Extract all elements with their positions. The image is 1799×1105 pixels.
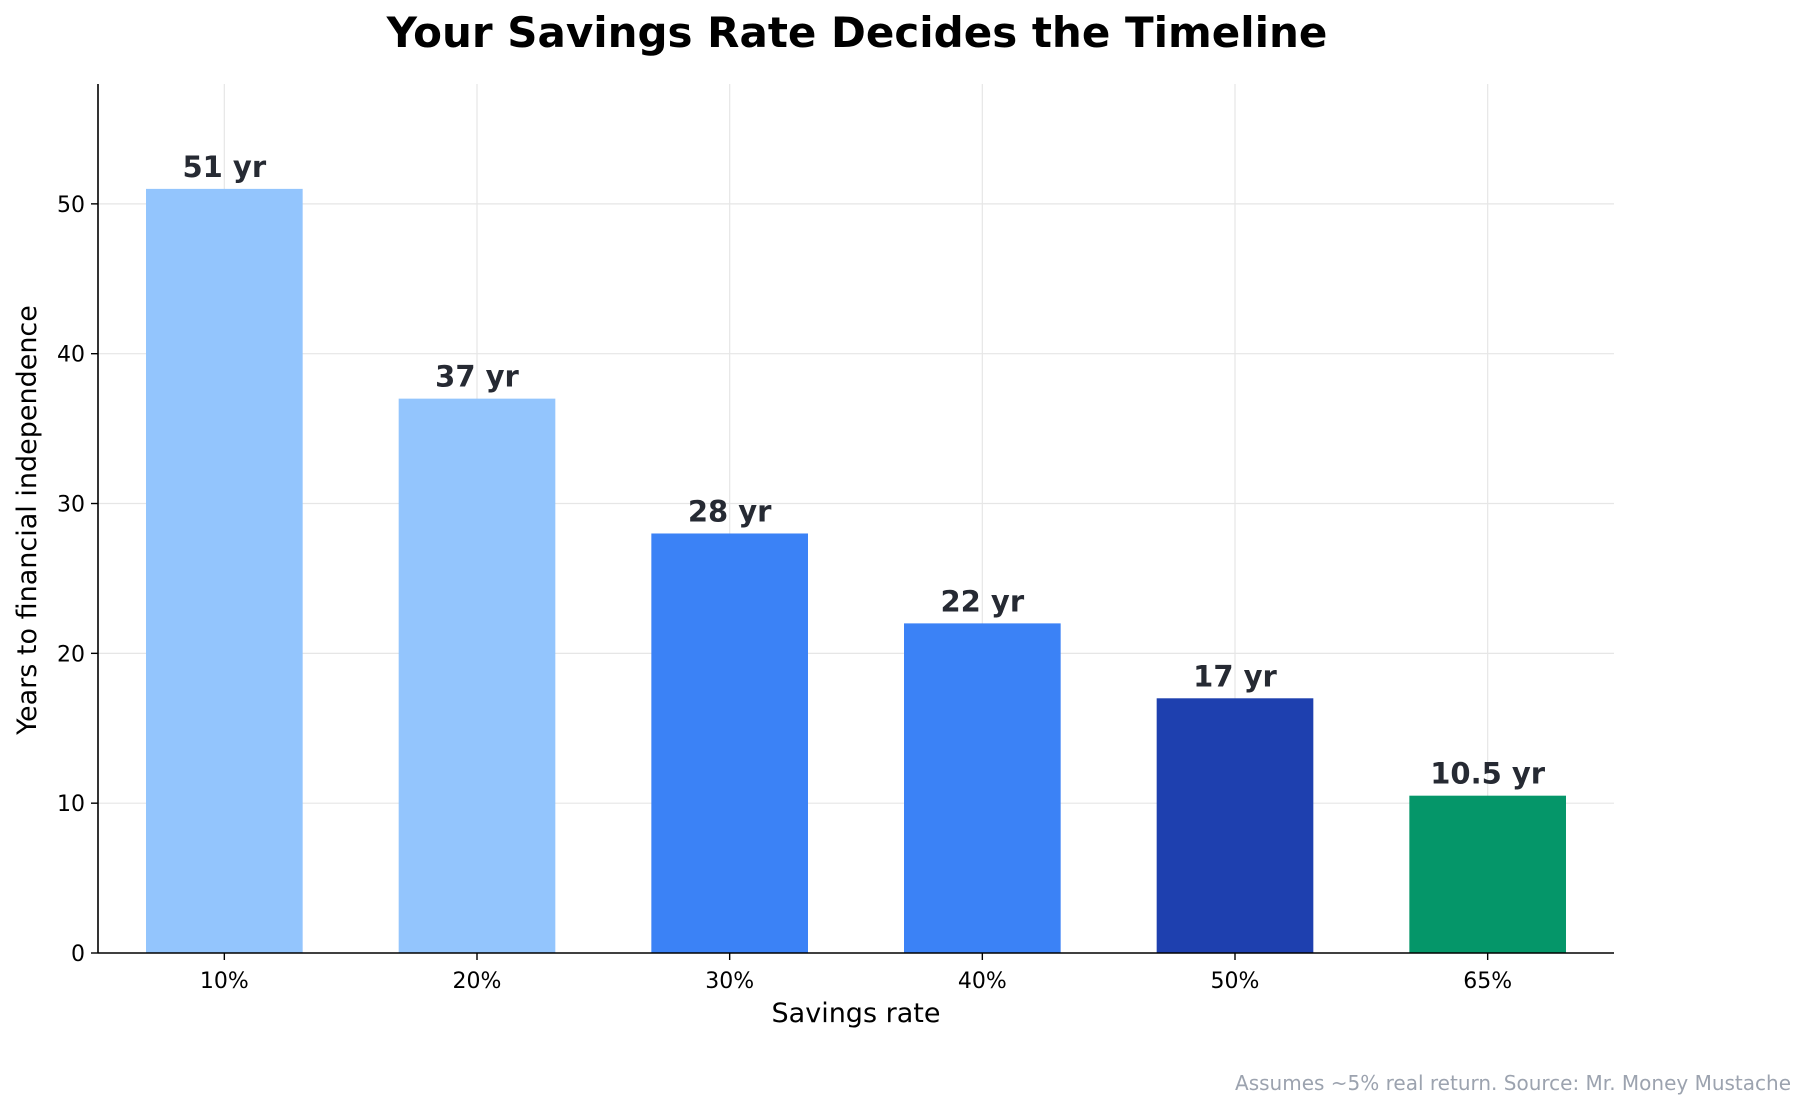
bar-value-label: 37 yr — [435, 360, 519, 394]
gridlines — [98, 84, 1614, 953]
y-tick-label: 10 — [57, 792, 85, 817]
x-axis-ticks: 10% 20% 30% 40% 50% 65% — [200, 953, 1512, 994]
bar-value-label: 51 yr — [182, 150, 266, 184]
y-tick-label: 30 — [57, 493, 85, 518]
y-axis-ticks: 0 10 20 30 40 50 — [57, 193, 98, 967]
y-tick-label: 40 — [57, 343, 85, 368]
x-tick-label: 20% — [453, 969, 502, 994]
bar — [651, 533, 808, 953]
bars — [146, 188, 1566, 954]
y-tick-label: 50 — [57, 193, 85, 218]
bar-value-label: 28 yr — [688, 494, 772, 528]
bar — [904, 623, 1061, 953]
bar — [146, 188, 303, 954]
y-tick-label: 20 — [57, 642, 85, 667]
data-labels: 51 yr 37 yr 28 yr 22 yr 17 yr 10.5 yr — [182, 150, 1545, 791]
x-tick-label: 50% — [1211, 969, 1260, 994]
x-axis-label: Savings rate — [772, 998, 941, 1029]
bar — [398, 398, 556, 953]
source-footnote: Assumes ~5% real return. Source: Mr. Mon… — [1235, 1071, 1791, 1095]
y-tick-label: 0 — [71, 942, 85, 967]
bar-value-label: 22 yr — [940, 584, 1024, 618]
bar-value-label: 10.5 yr — [1430, 757, 1546, 791]
bar — [1156, 698, 1314, 953]
y-axis-label: Years to financial independence — [12, 305, 43, 736]
x-tick-label: 40% — [958, 969, 1007, 994]
axes — [97, 84, 1614, 954]
bar — [1409, 795, 1566, 953]
x-tick-label: 65% — [1463, 969, 1512, 994]
x-tick-label: 30% — [705, 969, 754, 994]
bar-value-label: 17 yr — [1193, 659, 1277, 693]
x-tick-label: 10% — [200, 969, 249, 994]
chart-title: Your Savings Rate Decides the Timeline — [386, 8, 1328, 57]
